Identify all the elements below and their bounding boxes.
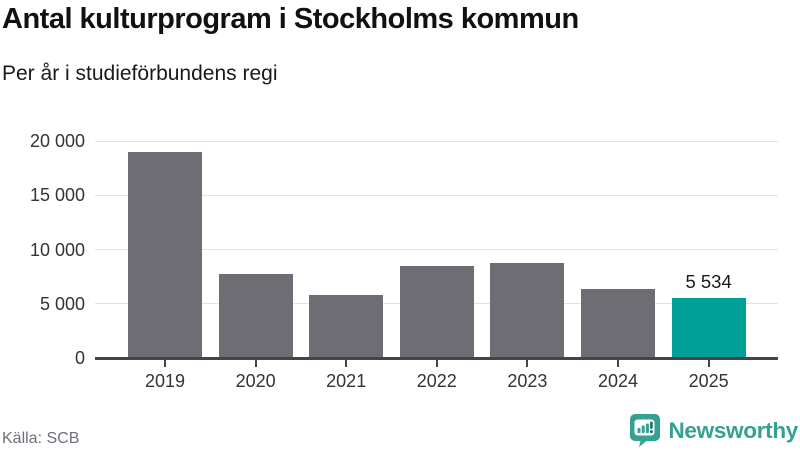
chart-title: Antal kulturprogram i Stockholms kommun — [2, 3, 579, 35]
x-axis-tick — [435, 360, 438, 367]
newsworthy-wordmark: Newsworthy — [668, 417, 798, 443]
bar-2023 — [490, 262, 565, 358]
x-axis-line — [95, 356, 778, 360]
y-axis-tick-label: 10 000 — [29, 239, 85, 260]
bar-2021 — [309, 295, 384, 358]
bar-2020 — [218, 274, 293, 358]
bar-2022 — [399, 265, 474, 358]
bar-2024 — [581, 288, 655, 358]
x-axis-tick-label: 2024 — [597, 371, 639, 391]
y-axis-tick-label: 5 000 — [39, 293, 85, 314]
y-axis-tick-label: 0 — [74, 348, 85, 368]
gridline — [95, 194, 778, 196]
x-axis-tick-label: 2019 — [144, 371, 186, 391]
x-axis-tick — [707, 360, 710, 367]
bar-2025 — [671, 297, 746, 358]
source-text: Källa: SCB — [2, 430, 80, 447]
bar-2019 — [128, 151, 202, 358]
y-axis-tick-label: 20 000 — [29, 131, 85, 151]
x-axis-tick — [617, 360, 619, 367]
gridline — [95, 249, 778, 250]
x-axis-tick-label: 2025 — [688, 371, 729, 391]
x-axis-tick — [164, 360, 166, 367]
gridline — [95, 140, 778, 142]
x-axis-tick — [345, 360, 348, 367]
chart-subtitle: Per år i studieförbundens regi — [2, 62, 278, 85]
x-axis-tick-label: 2020 — [235, 371, 276, 391]
bar-value-label: 5 534 — [685, 270, 732, 292]
newsworthy-logo-icon — [630, 414, 661, 447]
x-axis-tick-label: 2021 — [326, 371, 367, 391]
x-axis-tick — [526, 360, 529, 367]
x-axis-tick-label: 2023 — [507, 371, 548, 391]
newsworthy-brand: Newsworthy — [630, 414, 798, 447]
y-axis-tick-label: 15 000 — [29, 185, 85, 206]
x-axis-tick-label: 2022 — [416, 371, 457, 391]
x-axis-tick — [254, 360, 257, 367]
